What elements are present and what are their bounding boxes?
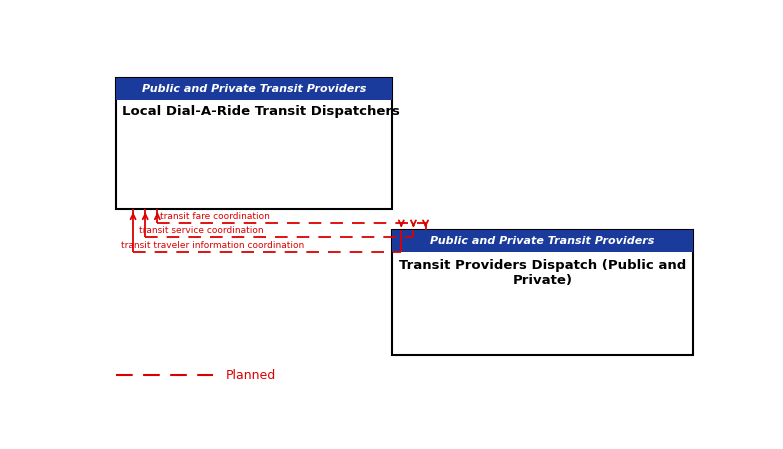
Text: transit service coordination: transit service coordination xyxy=(139,226,264,235)
Text: Public and Private Transit Providers: Public and Private Transit Providers xyxy=(430,236,655,246)
Text: transit traveler information coordination: transit traveler information coordinatio… xyxy=(121,241,304,250)
Text: Local Dial-A-Ride Transit Dispatchers: Local Dial-A-Ride Transit Dispatchers xyxy=(122,105,400,118)
Bar xyxy=(116,78,392,100)
Bar xyxy=(392,230,693,251)
Text: transit fare coordination: transit fare coordination xyxy=(161,212,270,221)
Bar xyxy=(116,78,392,209)
Text: Transit Providers Dispatch (Public and
Private): Transit Providers Dispatch (Public and P… xyxy=(399,259,686,286)
Text: Planned: Planned xyxy=(226,369,276,382)
Bar xyxy=(392,230,693,355)
Text: Public and Private Transit Providers: Public and Private Transit Providers xyxy=(142,84,366,94)
